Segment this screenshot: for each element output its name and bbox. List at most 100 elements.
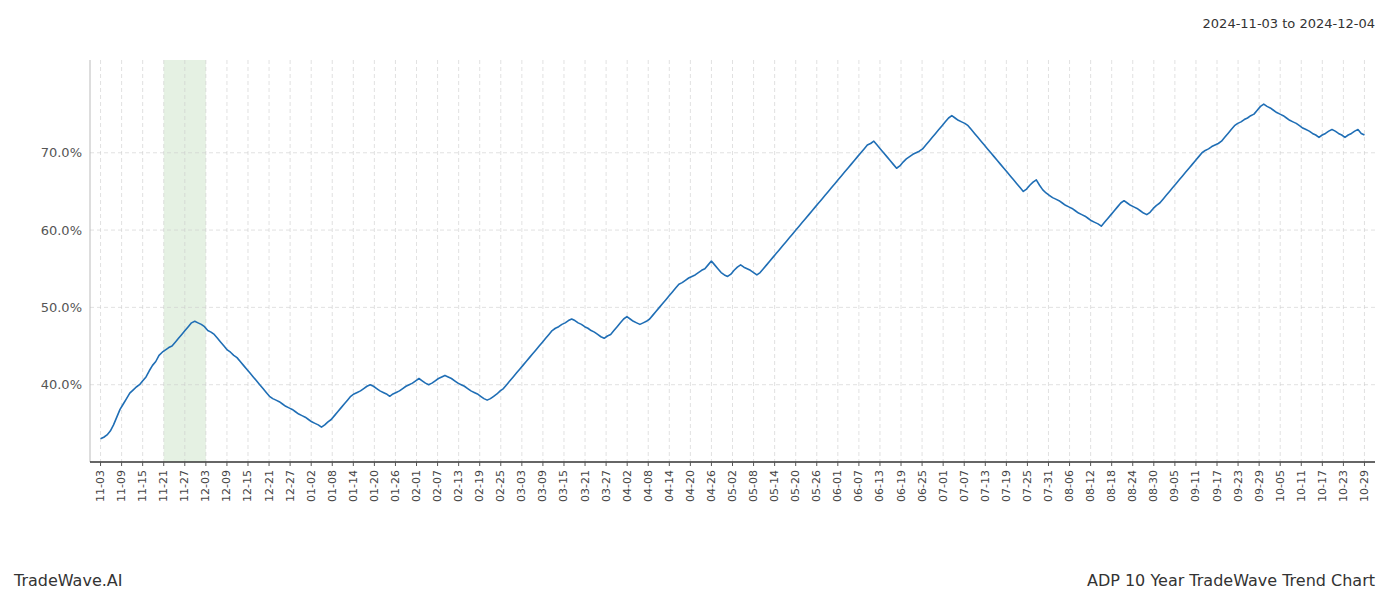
grid-line-x [753, 60, 754, 462]
x-tick [1364, 462, 1365, 466]
x-tick-label: 12-27 [284, 470, 297, 502]
grid-line-x [247, 60, 248, 462]
x-tick [332, 462, 333, 466]
x-tick [100, 462, 101, 466]
x-tick-label: 02-01 [410, 470, 423, 502]
grid-line-x [1364, 60, 1365, 462]
x-tick-label: 02-13 [452, 470, 465, 502]
grid-line-x [163, 60, 164, 462]
x-tick-label: 06-07 [852, 470, 865, 502]
subtitle: 2024-11-03 to 2024-12-04 [1203, 16, 1375, 31]
x-tick [1343, 462, 1344, 466]
x-tick-label: 07-07 [958, 470, 971, 502]
x-tick [542, 462, 543, 466]
grid-line-x [1259, 60, 1260, 462]
grid-line-x [964, 60, 965, 462]
x-tick [774, 462, 775, 466]
x-tick [943, 462, 944, 466]
grid-line-x [943, 60, 944, 462]
x-tick-label: 09-17 [1211, 470, 1224, 502]
x-tick-label: 08-06 [1063, 470, 1076, 502]
grid-line-x [184, 60, 185, 462]
grid-line-x [816, 60, 817, 462]
x-tick [416, 462, 417, 466]
grid-line-x [690, 60, 691, 462]
x-tick [269, 462, 270, 466]
grid-line-x [732, 60, 733, 462]
x-tick-label: 07-19 [1000, 470, 1013, 502]
x-tick [1006, 462, 1007, 466]
x-tick-label: 04-20 [684, 470, 697, 502]
x-tick [1195, 462, 1196, 466]
x-tick-label: 08-30 [1147, 470, 1160, 502]
x-tick-label: 11-09 [115, 470, 128, 502]
grid-line-x [1132, 60, 1133, 462]
grid-line-x [795, 60, 796, 462]
x-tick-label: 01-02 [305, 470, 318, 502]
x-tick [563, 462, 564, 466]
x-tick-label: 03-15 [557, 470, 570, 502]
x-tick-label: 09-29 [1253, 470, 1266, 502]
grid-line-x [1153, 60, 1154, 462]
x-tick [395, 462, 396, 466]
grid-line-x [395, 60, 396, 462]
grid-line-x [416, 60, 417, 462]
y-axis-line [90, 60, 91, 462]
x-tick-label: 12-21 [263, 470, 276, 502]
x-tick [816, 462, 817, 466]
trend-line [101, 104, 1365, 439]
x-tick-label: 04-08 [642, 470, 655, 502]
x-tick-label: 07-01 [937, 470, 950, 502]
x-tick [1111, 462, 1112, 466]
x-tick-label: 05-14 [768, 470, 781, 502]
x-tick [226, 462, 227, 466]
x-tick [374, 462, 375, 466]
grid-line-x [1301, 60, 1302, 462]
x-tick [795, 462, 796, 466]
x-tick [1259, 462, 1260, 466]
x-tick [753, 462, 754, 466]
x-axis: 11-0311-0911-1511-2111-2712-0312-0912-15… [94, 462, 1371, 502]
x-tick-label: 06-13 [873, 470, 886, 502]
y-tick-label: 70.0% [41, 145, 82, 160]
x-tick-label: 01-20 [368, 470, 381, 502]
y-tick-label: 40.0% [41, 377, 82, 392]
x-tick [690, 462, 691, 466]
grid-line-x [1174, 60, 1175, 462]
x-tick [1027, 462, 1028, 466]
highlight-band [164, 60, 206, 462]
x-tick-label: 05-20 [789, 470, 802, 502]
grid-line-x [774, 60, 775, 462]
x-tick [521, 462, 522, 466]
grid-line-x [606, 60, 607, 462]
x-tick [606, 462, 607, 466]
x-tick-label: 07-25 [1021, 470, 1034, 502]
grid-line-x [542, 60, 543, 462]
x-tick [247, 462, 248, 466]
grid-line-x [226, 60, 227, 462]
x-tick-label: 03-03 [515, 470, 528, 502]
grid-line-x [142, 60, 143, 462]
grid-line-x [290, 60, 291, 462]
x-tick [1153, 462, 1154, 466]
highlight-group [164, 60, 206, 462]
grid-line-x [901, 60, 902, 462]
x-tick-label: 07-31 [1042, 470, 1055, 502]
grid-line-x [669, 60, 670, 462]
x-tick [500, 462, 501, 466]
x-tick-label: 11-21 [157, 470, 170, 502]
x-tick [458, 462, 459, 466]
grid-line-x [332, 60, 333, 462]
grid-line-x [627, 60, 628, 462]
grid [90, 60, 1375, 462]
grid-line-x [1090, 60, 1091, 462]
x-tick [837, 462, 838, 466]
grid-line-x [1280, 60, 1281, 462]
chart-svg: 11-0311-0911-1511-2111-2712-0312-0912-15… [0, 0, 1400, 600]
x-tick-label: 11-15 [136, 470, 149, 502]
x-tick-label: 08-18 [1105, 470, 1118, 502]
x-tick [669, 462, 670, 466]
x-tick [1048, 462, 1049, 466]
x-tick-label: 05-08 [747, 470, 760, 502]
x-tick-label: 08-12 [1084, 470, 1097, 502]
